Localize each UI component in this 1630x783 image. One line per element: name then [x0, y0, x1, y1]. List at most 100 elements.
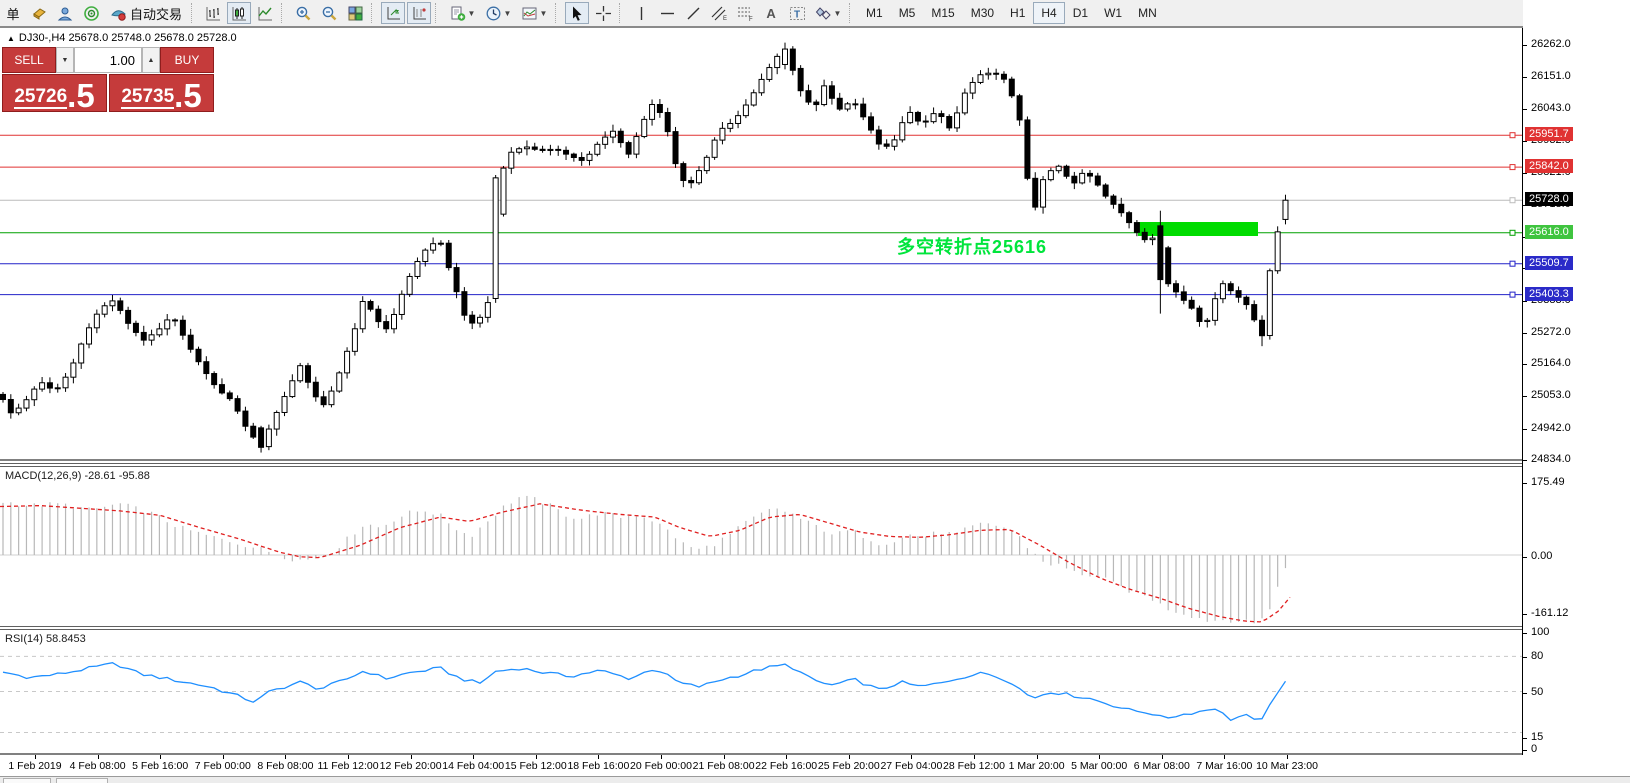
time-label: 1 Mar 20:00 [1008, 760, 1065, 772]
candle-body [797, 67, 804, 92]
template-button[interactable]: ▼ [517, 2, 551, 24]
buy-button[interactable]: BUY [160, 47, 214, 73]
candle-body [148, 334, 155, 341]
tf-M30[interactable]: M30 [970, 6, 995, 20]
axis-tick [1523, 693, 1527, 694]
dropdown-caret-icon: ▼ [503, 8, 512, 18]
candle-body [242, 410, 249, 427]
candle-body [938, 113, 945, 118]
candlestick-chart[interactable] [0, 28, 1522, 463]
candle-body [297, 365, 304, 382]
candle-body [1102, 184, 1109, 197]
candlestick-button[interactable] [227, 2, 252, 24]
candle-body [195, 348, 202, 363]
period-icon [485, 5, 502, 22]
buy-price[interactable]: 25735 .5 [109, 74, 214, 112]
svg-text:F: F [749, 17, 753, 22]
tf-W1[interactable]: W1 [1104, 6, 1123, 20]
axis-tick-label: 26151.0 [1531, 70, 1571, 83]
bottom-tab[interactable] [56, 778, 108, 783]
candle-body [179, 319, 186, 336]
volume-down-button[interactable]: ▼ [56, 47, 74, 73]
pane-splitter[interactable] [0, 626, 1630, 630]
fibonacci-button[interactable]: F [733, 2, 757, 24]
volume-up-button[interactable]: ▲ [142, 47, 160, 73]
shapes-button[interactable]: ▼ [811, 2, 845, 24]
channel-button[interactable]: E [707, 2, 731, 24]
candle-body [39, 382, 46, 390]
time-label: 5 Mar 00:00 [1071, 760, 1128, 772]
community-button[interactable] [53, 2, 77, 24]
candle-body [15, 407, 22, 414]
tf-MN[interactable]: MN [1138, 6, 1157, 20]
candle-body [508, 151, 515, 169]
candle-body [1149, 237, 1156, 241]
axis-tick [1523, 140, 1527, 142]
candle-body [414, 260, 421, 277]
tf-M15[interactable]: M15 [931, 6, 955, 20]
time-tick [35, 755, 36, 759]
axis-tick [1523, 332, 1527, 334]
candle-body [312, 381, 319, 398]
time-tick [911, 755, 913, 759]
axis-tick [1523, 614, 1527, 615]
line-chart-button[interactable] [253, 2, 277, 24]
pane-splitter[interactable] [0, 463, 1630, 467]
signals-button[interactable] [79, 2, 103, 24]
candle-body [391, 313, 397, 330]
rsi-indicator-chart[interactable] [0, 630, 1522, 755]
new-order-button[interactable]: 单 [1, 2, 25, 24]
tf-H1[interactable]: H1 [1010, 6, 1026, 20]
price-axis[interactable]: 26262.026151.026043.025932.025821.025713… [1523, 0, 1630, 783]
indicator-separate-button[interactable] [407, 2, 432, 24]
time-label: 5 Feb 16:00 [132, 760, 189, 772]
vertical-line-button[interactable] [629, 2, 653, 24]
time-label: 27 Feb 04:00 [880, 760, 943, 772]
candle-body [398, 293, 405, 315]
hline-handle[interactable] [1509, 164, 1516, 171]
tile-windows-button[interactable] [343, 2, 367, 24]
time-axis[interactable]: 1 Feb 2019 4 Feb 08:00 5 Feb 16:00 7 Feb 00… [0, 755, 1522, 776]
tf-D1[interactable]: D1 [1072, 6, 1089, 20]
add-indicator-button[interactable]: ▼ [445, 2, 479, 24]
sell-button[interactable]: SELL [2, 47, 56, 73]
one-click-trade-panel: SELL ▼ 1.00 ▲ BUY 25726 .5 25735 .5 [2, 47, 214, 112]
hline-handle[interactable] [1509, 291, 1516, 298]
cursor-button[interactable] [565, 2, 590, 24]
candle-body [1219, 283, 1226, 300]
trendline-button[interactable] [681, 2, 705, 24]
autotrade-button[interactable]: 自动交易 [105, 2, 187, 24]
candle-body [789, 48, 796, 71]
hline-handle[interactable] [1509, 197, 1516, 204]
toolbar-separator [191, 3, 197, 23]
tf-M5[interactable]: M5 [898, 6, 916, 20]
macd-indicator-chart[interactable] [0, 467, 1522, 626]
hline-handle[interactable] [1509, 132, 1516, 139]
candle-body [578, 156, 585, 161]
tf-M1[interactable]: M1 [866, 6, 883, 20]
period-button[interactable]: ▼ [481, 2, 515, 24]
text-label-button[interactable]: T [785, 2, 809, 24]
sell-price[interactable]: 25726 .5 [2, 74, 107, 112]
bar-chart-button[interactable] [201, 2, 225, 24]
hline-handle[interactable] [1509, 260, 1516, 267]
tf-H4[interactable]: H4 [1033, 2, 1065, 24]
volume-input[interactable]: 1.00 [74, 47, 142, 73]
indicator-window-button[interactable] [381, 2, 406, 24]
candlestick-icon [231, 5, 248, 22]
crosshair-button[interactable] [591, 2, 615, 24]
candle-body [539, 148, 546, 151]
axis-tick-label: 100 [1531, 626, 1550, 638]
text-button[interactable]: A [759, 2, 783, 24]
bottom-tab[interactable] [3, 778, 51, 783]
deposit-button[interactable] [27, 2, 51, 24]
zoom-in-button[interactable] [291, 2, 315, 24]
community-icon [57, 5, 74, 22]
symbol-collapse-icon[interactable]: ▲ [7, 34, 15, 43]
candle-body [1000, 73, 1007, 80]
zoom-out-button[interactable] [317, 2, 341, 24]
support-zone-rect[interactable] [1138, 222, 1258, 236]
horizontal-line-button[interactable] [655, 2, 679, 24]
candle-body [805, 90, 812, 103]
hline-handle[interactable] [1509, 229, 1516, 236]
